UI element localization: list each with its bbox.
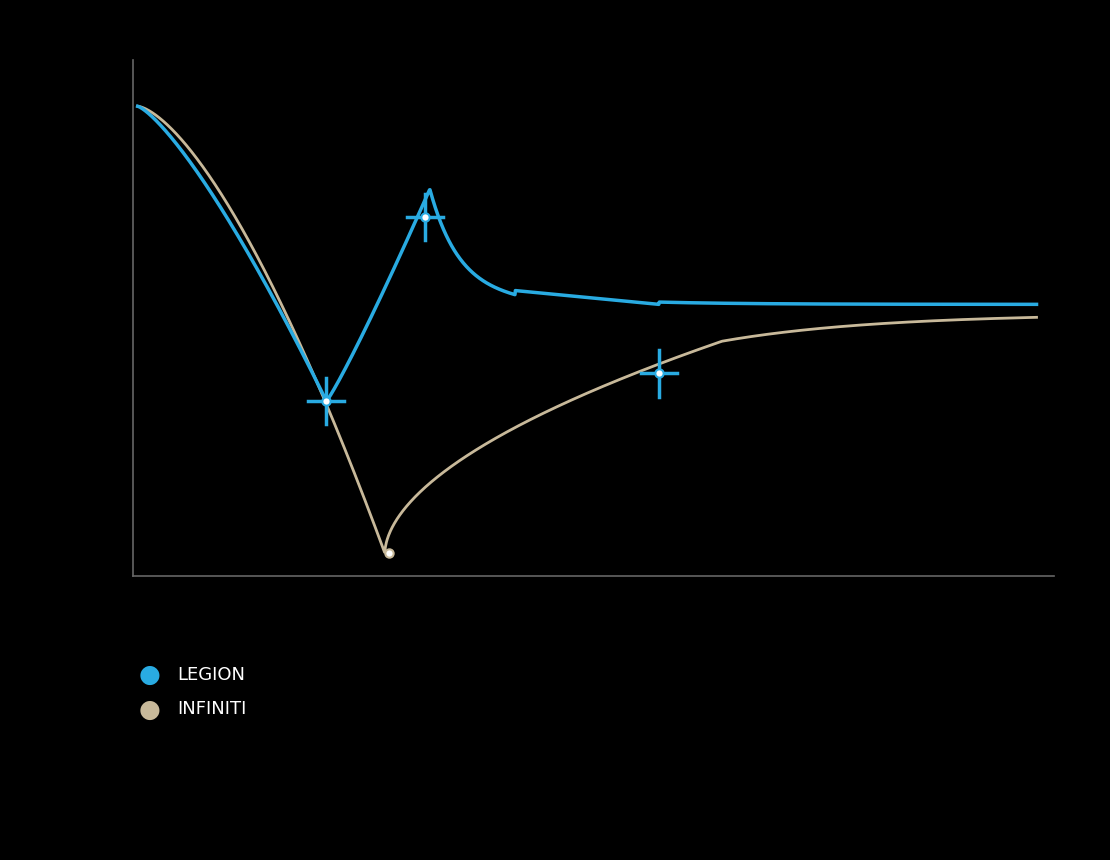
Text: INFINITI: INFINITI [178,701,246,718]
Text: ●: ● [139,697,161,722]
Text: LEGION: LEGION [178,666,245,684]
Text: ●: ● [139,663,161,687]
